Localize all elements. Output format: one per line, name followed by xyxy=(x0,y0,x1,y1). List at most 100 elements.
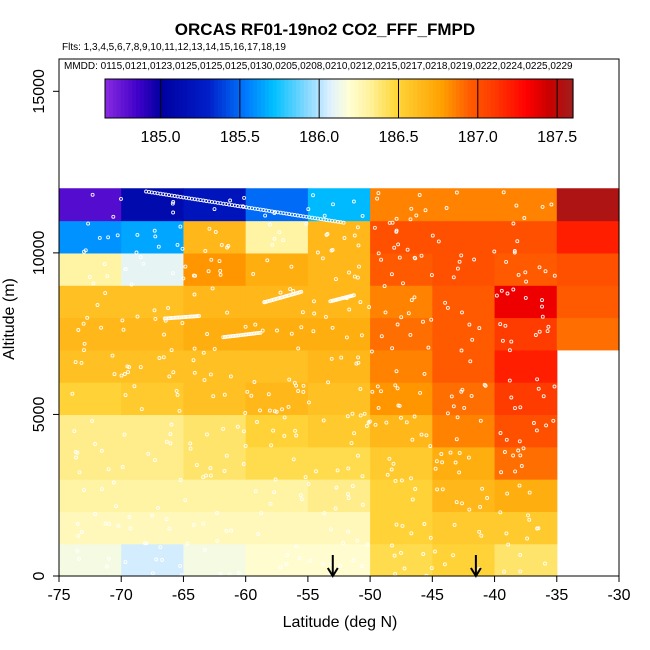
sample-point xyxy=(356,360,361,365)
sample-point xyxy=(203,249,208,253)
sample-point xyxy=(150,513,155,518)
sample-point xyxy=(150,571,155,576)
sample-point xyxy=(516,448,521,453)
sample-point xyxy=(440,460,445,465)
sample-point xyxy=(74,455,78,460)
sample-point xyxy=(334,485,339,490)
y-tick-label: 5000 xyxy=(31,397,48,433)
heatmap-cell xyxy=(432,414,496,448)
heatmap-cell xyxy=(370,446,433,480)
colorbar-segment xyxy=(261,79,266,118)
sample-point xyxy=(77,470,82,475)
sample-point xyxy=(410,437,415,442)
sample-point xyxy=(128,526,133,531)
colorbar-segment xyxy=(510,79,516,118)
sample-point xyxy=(370,389,375,394)
heatmap-cell xyxy=(245,446,309,480)
sample-point xyxy=(139,407,144,412)
heatmap-cell xyxy=(245,543,309,577)
sample-point xyxy=(218,268,223,273)
sample-point xyxy=(178,563,183,568)
heatmap-cell xyxy=(307,252,371,286)
sample-point xyxy=(333,506,338,511)
sample-point xyxy=(138,365,143,370)
colorbar-segment xyxy=(385,79,391,118)
sample-point xyxy=(195,314,200,319)
heatmap-cell xyxy=(59,382,122,416)
sample-point xyxy=(289,264,294,269)
colorbar-segment xyxy=(553,79,558,118)
colorbar-segment xyxy=(179,79,184,118)
colorbar-segment xyxy=(381,79,387,118)
heatmap-cell xyxy=(494,414,558,448)
sample-point xyxy=(502,569,507,574)
sample-point xyxy=(375,384,380,389)
sample-point xyxy=(479,533,484,538)
sample-point xyxy=(292,380,297,385)
sample-point xyxy=(359,333,364,338)
sample-point xyxy=(527,517,532,522)
colorbar-segment xyxy=(362,79,367,118)
sample-point xyxy=(503,323,508,328)
dates-label: MMDD: 0115,0121,0123,0125,0125,0125,0130… xyxy=(64,61,573,72)
heatmap-cell xyxy=(370,285,433,319)
colorbar-segment xyxy=(108,79,114,118)
sample-point xyxy=(419,253,424,258)
x-tick-label: -50 xyxy=(359,587,382,604)
x-tick-label: -40 xyxy=(483,587,506,604)
sample-point xyxy=(299,289,304,294)
sample-point xyxy=(527,490,532,495)
sample-point xyxy=(469,393,474,398)
sample-point xyxy=(192,370,197,375)
sample-point xyxy=(215,510,220,515)
sample-point xyxy=(540,304,544,309)
sample-point xyxy=(523,270,528,275)
sample-point xyxy=(429,273,434,278)
sample-point xyxy=(356,243,361,248)
sample-point xyxy=(291,457,296,462)
sample-point xyxy=(472,257,477,262)
sample-point xyxy=(82,348,86,353)
colorbar-segment xyxy=(436,79,441,118)
sample-point xyxy=(215,538,220,543)
sample-point xyxy=(364,424,369,428)
heatmap-cell xyxy=(307,285,371,319)
y-tick-label: 10000 xyxy=(31,231,48,276)
x-tick-label: -30 xyxy=(607,587,630,604)
colorbar-segment xyxy=(241,79,246,118)
colorbar-segment xyxy=(565,79,570,118)
sample-point xyxy=(272,409,277,414)
heatmap-cell xyxy=(370,543,433,577)
sample-point xyxy=(401,281,405,286)
sample-point xyxy=(280,407,284,412)
sample-point xyxy=(127,515,132,519)
sample-point xyxy=(362,411,367,416)
sample-point xyxy=(498,431,503,435)
sample-point xyxy=(346,496,351,501)
sample-point xyxy=(76,533,81,538)
sample-point xyxy=(180,321,185,326)
heatmap-cell xyxy=(183,446,247,480)
sample-point xyxy=(347,307,352,312)
heatmap-cell xyxy=(370,220,433,254)
sample-point xyxy=(95,303,100,307)
sample-point xyxy=(259,511,264,516)
sample-point xyxy=(394,228,399,233)
sample-point xyxy=(417,193,422,197)
sample-point xyxy=(421,552,426,556)
sample-point xyxy=(360,213,365,218)
sample-point xyxy=(164,439,169,444)
colorbar-segment xyxy=(401,79,406,118)
sample-point xyxy=(87,275,92,279)
sample-point xyxy=(166,305,171,310)
colorbar-segment xyxy=(229,79,235,118)
sample-point xyxy=(243,411,248,415)
y-axis-label: Altitude (m) xyxy=(1,278,18,360)
flights-label: Flts: 1,3,4,5,6,7,8,9,10,11,12,13,14,15,… xyxy=(62,42,286,53)
sample-point xyxy=(212,346,217,351)
sample-point xyxy=(394,216,399,221)
sample-point xyxy=(143,541,147,546)
colorbar-segment xyxy=(444,79,449,118)
sample-point xyxy=(426,345,431,350)
sample-point xyxy=(331,202,335,207)
